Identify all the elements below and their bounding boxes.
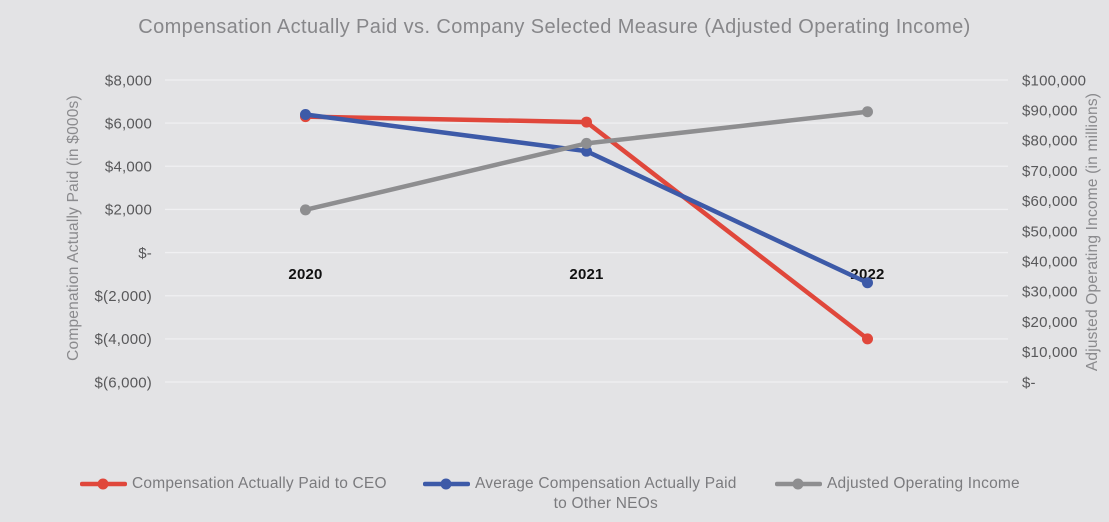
right-axis-tick-label: $40,000 [1022,253,1078,270]
right-axis-tick-label: $- [1022,374,1036,391]
legend-dot-aoi [792,478,804,490]
left-axis-tick-label: $(2,000) [95,288,152,305]
x-axis-category-label: 2021 [569,266,603,283]
data-point-marker [581,137,592,149]
legend-dot-neo [440,478,452,490]
data-point-marker [581,116,592,128]
left-axis-tick-label: $4,000 [105,159,152,176]
right-axis-tick-label: $90,000 [1022,102,1078,119]
data-point-marker [862,333,873,345]
right-axis-title: Adjusted Operating Income (in millions) [1084,93,1101,371]
left-axis-title: Compenation Actually Paid (in $000s) [65,95,82,361]
left-axis-tick-label: $2,000 [105,202,152,219]
legend-item-ceo: Compensation Actually Paid to CEO [80,474,387,494]
left-axis-tick-label: $(4,000) [95,331,152,348]
right-axis-tick-label: $70,000 [1022,163,1078,180]
left-axis-tick-label: $- [138,245,152,262]
right-axis-tick-label: $50,000 [1022,223,1078,240]
data-point-marker [300,204,311,216]
x-axis-category-label: 2020 [288,266,322,283]
data-point-marker [862,277,873,289]
legend-marker-aoi-icon [775,478,822,490]
data-point-marker [300,109,311,121]
right-axis-tick-label: $100,000 [1022,72,1086,89]
right-axis-tick-label: $10,000 [1022,344,1078,361]
legend-label-ceo: Compensation Actually Paid to CEO [132,475,387,492]
right-axis-tick-label: $60,000 [1022,193,1078,210]
plot-area: $8,000 $6,000 $4,000 $2,000 $- $(2,000) $(4,00… [65,72,1101,391]
left-axis-tick-label: $(6,000) [95,374,152,391]
legend-dot-ceo [97,478,109,490]
right-axis-tick-label: $80,000 [1022,133,1078,150]
legend-item-aoi: Adjusted Operating Income [775,474,1020,494]
data-point-marker [581,145,592,157]
data-point-marker [862,106,873,118]
legend-marker-neo-icon [423,478,470,490]
chart-title: Compensation Actually Paid vs. Company S… [138,16,971,38]
left-axis-tick-label: $8,000 [105,72,152,89]
legend-label-neo: Average Compensation Actually Paid to Ot… [475,475,737,512]
legend-item-neo: Average Compensation Actually Paid to Ot… [423,474,737,514]
right-axis-tick-label: $30,000 [1022,284,1078,301]
left-axis-tick-label: $6,000 [105,115,152,132]
right-axis-tick-label: $20,000 [1022,314,1078,331]
legend-label-aoi: Adjusted Operating Income [827,475,1020,492]
legend-marker-ceo-icon [80,478,127,490]
